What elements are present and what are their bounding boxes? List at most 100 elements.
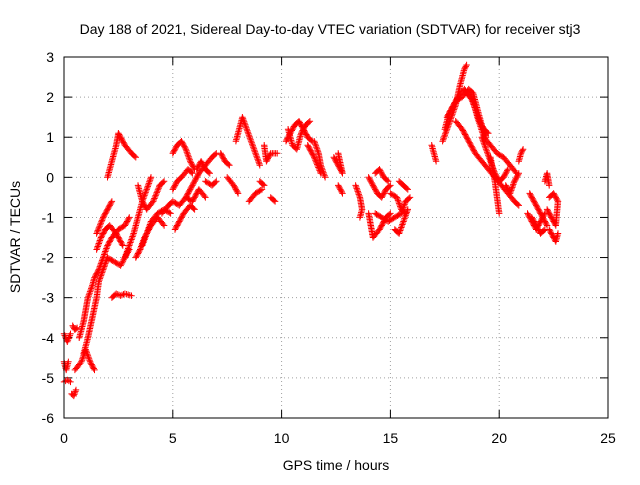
data-point <box>310 152 317 160</box>
data-point <box>548 231 556 238</box>
data-point <box>185 155 193 162</box>
data-point <box>181 143 188 150</box>
data-point <box>245 130 252 137</box>
data-point <box>482 146 490 153</box>
data-point <box>377 168 385 176</box>
data-point <box>67 378 74 386</box>
data-point <box>100 230 107 237</box>
data-point <box>368 179 375 186</box>
y-tick-label: -6 <box>42 410 55 426</box>
data-point <box>446 110 453 117</box>
data-point <box>177 215 184 222</box>
data-point <box>320 171 328 178</box>
data-point <box>150 196 157 204</box>
data-point <box>97 234 105 241</box>
data-point <box>141 234 148 241</box>
data-point <box>515 202 522 209</box>
data-point <box>250 144 257 151</box>
data-point <box>510 181 517 188</box>
data-point <box>86 288 94 295</box>
data-point <box>218 152 226 160</box>
data-point <box>95 278 102 285</box>
data-point <box>128 292 135 299</box>
data-point <box>338 188 345 196</box>
data-point <box>261 182 268 189</box>
data-point <box>186 187 193 194</box>
data-point <box>184 152 192 159</box>
data-point <box>527 191 534 198</box>
data-point <box>546 210 553 217</box>
data-point <box>311 138 318 145</box>
data-point <box>202 178 209 185</box>
data-point <box>100 229 108 236</box>
data-point <box>225 161 232 168</box>
data-point <box>316 167 323 174</box>
data-point <box>126 214 133 221</box>
data-point <box>331 155 338 162</box>
data-point <box>64 337 72 344</box>
x-tick-labels: 0 5 10 15 20 25 <box>60 430 616 446</box>
data-point <box>546 182 553 189</box>
data-point <box>102 208 110 216</box>
data-point <box>97 221 104 228</box>
data-point <box>85 355 93 362</box>
data-point <box>463 134 470 141</box>
data-point <box>464 136 472 144</box>
data-point <box>231 183 238 190</box>
data-point <box>295 118 303 125</box>
data-point <box>469 144 476 152</box>
data-point <box>448 104 456 111</box>
data-point <box>93 246 100 253</box>
data-point <box>99 215 106 223</box>
data-point <box>371 184 378 192</box>
data-point <box>512 176 519 184</box>
data-point <box>90 365 97 372</box>
data-point <box>94 227 101 234</box>
data-point <box>78 358 85 365</box>
data-point <box>93 230 100 237</box>
data-point <box>376 166 383 173</box>
data-point <box>312 157 319 164</box>
data-point <box>145 226 153 233</box>
data-point <box>388 215 396 223</box>
data-point <box>188 183 195 190</box>
data-point <box>439 138 446 145</box>
data-point <box>171 147 178 154</box>
data-point <box>200 163 208 170</box>
data-point <box>118 239 125 246</box>
data-point <box>87 360 94 367</box>
data-point <box>300 126 307 133</box>
data-point <box>264 155 271 162</box>
data-point <box>219 154 226 161</box>
data-point <box>72 386 80 394</box>
data-point <box>321 174 329 181</box>
data-point <box>119 138 126 145</box>
data-point <box>432 158 440 165</box>
data-point <box>403 185 410 192</box>
data-point <box>107 200 114 208</box>
data-point <box>247 138 255 145</box>
data-point <box>501 171 509 178</box>
data-point <box>175 219 182 226</box>
data-point <box>159 220 167 228</box>
data-point <box>144 229 151 236</box>
data-point <box>151 195 158 202</box>
data-point <box>181 144 189 152</box>
data-point <box>100 212 108 220</box>
data-point <box>546 226 553 233</box>
data-point <box>139 198 146 205</box>
data-point <box>194 164 201 172</box>
data-point <box>176 218 183 225</box>
data-point <box>98 217 106 224</box>
y-tick-label: -2 <box>42 250 55 266</box>
data-point <box>467 140 474 148</box>
data-point <box>154 186 162 193</box>
data-point <box>150 198 157 205</box>
data-point <box>226 162 233 169</box>
data-point <box>534 223 541 230</box>
data-point <box>121 222 129 229</box>
data-point <box>179 212 186 220</box>
data-point <box>191 194 198 201</box>
data-point <box>114 291 121 298</box>
y-tick-label: -5 <box>42 370 55 386</box>
